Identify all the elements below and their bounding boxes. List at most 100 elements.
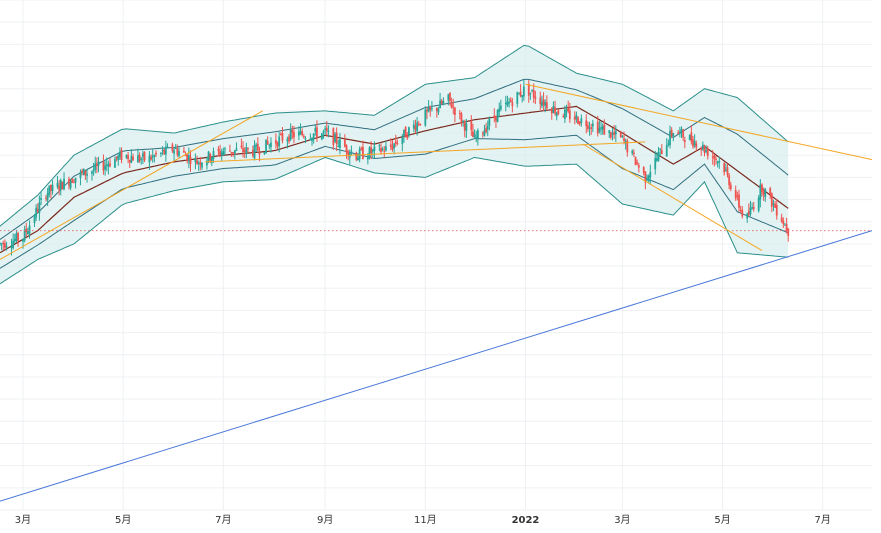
candle-body [724, 169, 727, 171]
x-tick-label: 11月 [414, 514, 437, 526]
candle-body [591, 123, 594, 127]
candle-body [186, 154, 189, 162]
candle-body [495, 115, 497, 121]
candle-body [659, 148, 662, 150]
candle-body [230, 151, 233, 154]
candle-body [508, 102, 510, 104]
x-tick-label: 7月 [815, 514, 831, 526]
candle-body [426, 109, 428, 112]
candle-body [718, 161, 721, 163]
candle-body [614, 131, 617, 135]
candle-body [440, 100, 443, 104]
candle-body [82, 168, 85, 175]
candle-body [534, 96, 537, 99]
candle-body [667, 143, 670, 145]
candle-body [672, 133, 675, 136]
candle-body [302, 135, 305, 138]
candle-body [623, 138, 625, 142]
candle-body [588, 127, 591, 129]
x-axis: 3月 5月 7月 9月 11月 2022 3月 5月 7月 [15, 514, 831, 526]
candle-body [117, 155, 120, 161]
trendline-orange[interactable] [525, 83, 873, 161]
candle-body [217, 148, 220, 151]
candle-body [104, 165, 106, 170]
candle-body [51, 184, 54, 192]
candle-body [289, 129, 292, 140]
candle-body [127, 155, 129, 160]
bollinger-upper-outer [0, 44, 789, 227]
candle-body [335, 132, 338, 144]
candle-body [711, 156, 714, 158]
candle-body [115, 156, 118, 159]
candle-body [81, 170, 84, 173]
candle-body [403, 129, 405, 137]
candle-body [621, 135, 624, 137]
bollinger-bands [0, 44, 789, 285]
bollinger-lower-outer [0, 156, 789, 285]
candle-body [194, 157, 197, 163]
candle-body [114, 159, 116, 168]
candle-body [247, 148, 249, 150]
candle-body [430, 108, 433, 110]
candle-body [366, 157, 369, 160]
candle-body [38, 202, 41, 214]
candle-body [35, 207, 38, 218]
candle-body [449, 92, 451, 102]
x-tick-label: 3月 [15, 514, 31, 526]
candle-body [516, 92, 519, 104]
candle-body [206, 160, 208, 166]
candle-body [219, 150, 221, 156]
candle-body [347, 151, 350, 156]
trendline-orange[interactable] [0, 110, 263, 260]
candle-body [590, 127, 593, 130]
candle-body [655, 158, 658, 161]
candle-body [5, 246, 8, 248]
candle-body [187, 155, 190, 162]
candle-body [613, 132, 616, 135]
candle-body [265, 139, 267, 154]
candle-body [183, 150, 185, 153]
candle-body [565, 109, 568, 112]
candle-body [715, 158, 717, 160]
candle-body [71, 179, 74, 183]
candle-body [682, 129, 685, 138]
candle-body [636, 162, 639, 164]
candle-body [270, 142, 272, 148]
candle-body [747, 211, 750, 216]
candle-body [50, 185, 52, 191]
x-tick-label: 3月 [614, 514, 630, 526]
candle-body [322, 131, 325, 133]
candle-body [102, 162, 105, 171]
x-tick-label: 9月 [317, 514, 333, 526]
candle-body [393, 143, 396, 149]
candle-body [496, 109, 499, 123]
candle-body [176, 148, 179, 155]
candle-body [785, 224, 788, 231]
candle-body [220, 152, 223, 155]
candle-body [79, 171, 82, 179]
trendline-blue[interactable] [0, 230, 873, 502]
candle-body [281, 133, 284, 141]
candle-body [462, 120, 464, 122]
candle-body [23, 229, 26, 241]
candle-body [150, 156, 152, 160]
candle-body [105, 164, 108, 166]
candle-body [716, 161, 719, 163]
candle-body [554, 107, 556, 114]
candle-body [608, 130, 611, 134]
candle-body [770, 193, 773, 207]
candle-body [637, 165, 640, 168]
candle-body [414, 125, 417, 130]
candle-body [424, 109, 427, 126]
trendline-orange[interactable] [205, 141, 646, 163]
candle-body [357, 157, 359, 161]
candle-body [210, 157, 213, 163]
candle-body [683, 140, 686, 143]
candle-body [504, 102, 507, 104]
trendline-orange[interactable] [582, 143, 763, 251]
candle-body [15, 233, 18, 241]
candle-body [458, 112, 461, 114]
candle-body [253, 144, 256, 159]
candle-body [780, 217, 783, 222]
candle-body [657, 152, 660, 161]
